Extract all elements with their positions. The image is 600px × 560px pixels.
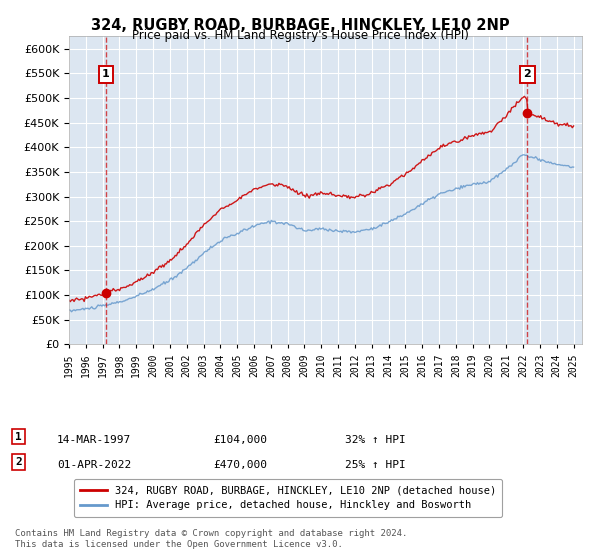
Text: Contains HM Land Registry data © Crown copyright and database right 2024.
This d: Contains HM Land Registry data © Crown c… bbox=[15, 529, 407, 549]
Text: 01-APR-2022: 01-APR-2022 bbox=[57, 460, 131, 470]
Legend: 324, RUGBY ROAD, BURBAGE, HINCKLEY, LE10 2NP (detached house), HPI: Average pric: 324, RUGBY ROAD, BURBAGE, HINCKLEY, LE10… bbox=[74, 479, 502, 517]
Text: 14-MAR-1997: 14-MAR-1997 bbox=[57, 435, 131, 445]
Text: 1: 1 bbox=[102, 69, 110, 80]
Text: 32% ↑ HPI: 32% ↑ HPI bbox=[345, 435, 406, 445]
Text: 2: 2 bbox=[523, 69, 531, 80]
Text: £104,000: £104,000 bbox=[213, 435, 267, 445]
Text: 324, RUGBY ROAD, BURBAGE, HINCKLEY, LE10 2NP: 324, RUGBY ROAD, BURBAGE, HINCKLEY, LE10… bbox=[91, 18, 509, 33]
Text: £470,000: £470,000 bbox=[213, 460, 267, 470]
Text: 1: 1 bbox=[15, 432, 22, 442]
Text: Price paid vs. HM Land Registry's House Price Index (HPI): Price paid vs. HM Land Registry's House … bbox=[131, 29, 469, 42]
Text: 2: 2 bbox=[15, 457, 22, 467]
Text: 25% ↑ HPI: 25% ↑ HPI bbox=[345, 460, 406, 470]
